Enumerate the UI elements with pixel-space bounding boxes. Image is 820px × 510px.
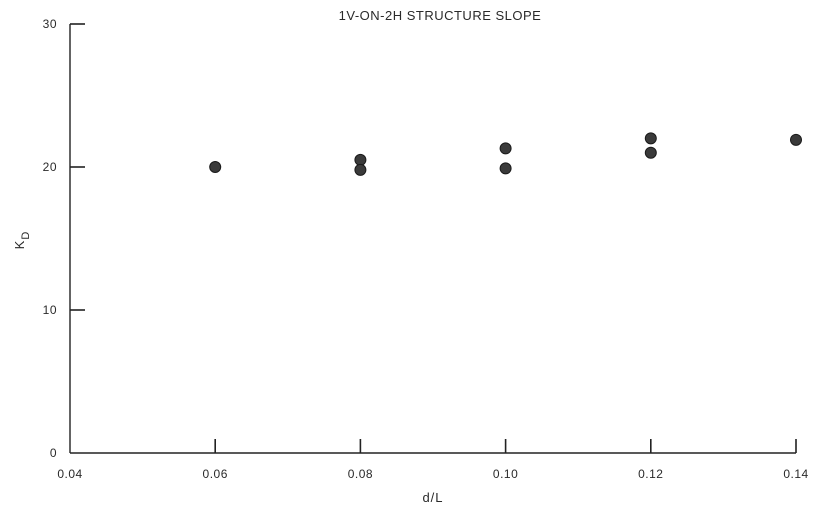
x-tick-label: 0.10 [493,467,518,481]
data-point [209,161,222,173]
axes [69,24,796,454]
data-point [790,133,802,146]
data-point [354,163,367,176]
data-point [499,142,512,155]
y-tick-label: 30 [43,17,57,31]
data-points [209,132,802,176]
x-ticks: 0.04 0.06 0.08 0.10 0.12 0.14 [57,439,808,481]
x-tick-label: 0.06 [203,467,228,481]
y-tick-label: 20 [43,160,57,174]
x-tick-label: 0.08 [348,467,373,481]
y-tick-label: 0 [50,446,57,460]
data-point [644,146,657,159]
data-point [354,153,367,166]
chart-title: 1V-ON-2H STRUCTURE SLOPE [339,8,542,23]
y-ticks: 0 10 20 30 [43,17,85,460]
x-tick-label: 0.12 [638,467,663,481]
y-axis-label-subscript: D [20,231,32,240]
y-tick-label: 10 [43,303,57,317]
x-axis-label: d/L [422,490,443,505]
data-point [644,132,657,145]
x-tick-label: 0.14 [783,467,808,481]
svg-text:KD: KD [12,231,32,250]
y-axis-label: KD [12,231,32,250]
y-axis-label-main: K [12,240,27,250]
x-tick-label: 0.04 [57,467,82,481]
data-point [499,162,512,175]
